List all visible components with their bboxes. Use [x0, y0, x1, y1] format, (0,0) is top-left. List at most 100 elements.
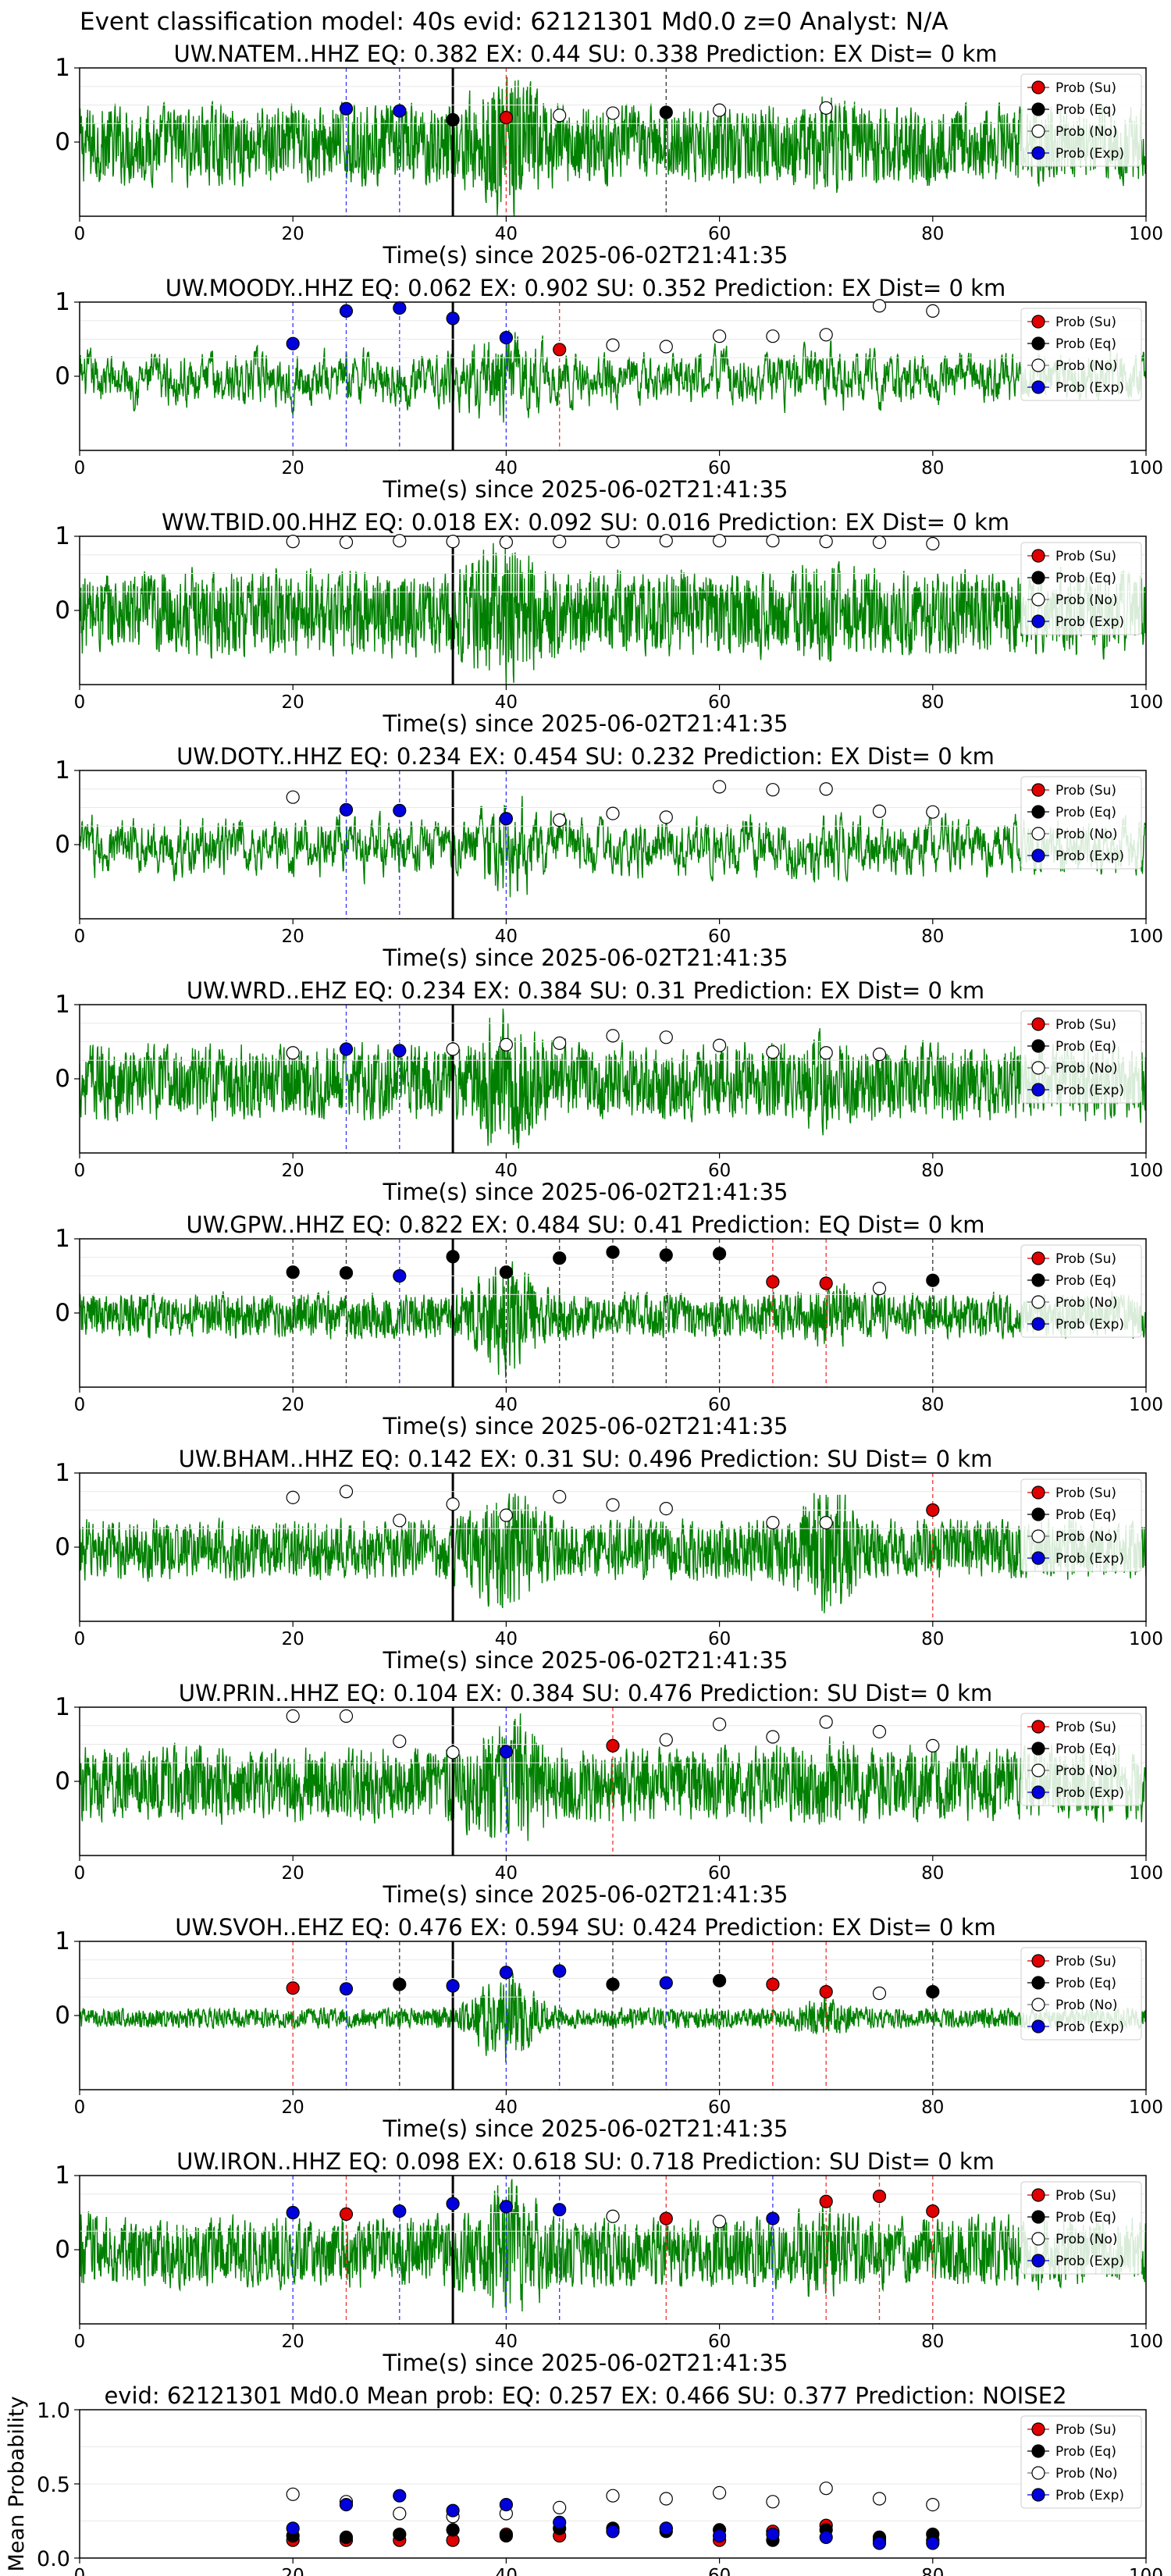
legend-marker-no: [1031, 1529, 1045, 1543]
prob-point-no: [712, 103, 727, 117]
legend-marker-eq: [1031, 336, 1045, 350]
prob-point-eq: [499, 1265, 514, 1279]
legend-marker-su: [1031, 1485, 1045, 1500]
prob-point-no: [499, 1037, 514, 1051]
legend-marker-exp: [1031, 2019, 1045, 2033]
legend-label: Prob (Eq): [1055, 1507, 1116, 1523]
prob-point-no: [819, 1516, 833, 1530]
legend-label: Prob (Exp): [1055, 2254, 1124, 2269]
legend-marker-eq: [1031, 2210, 1045, 2224]
x-tick-label: 60: [708, 1161, 731, 1181]
legend-label: Prob (Eq): [1055, 571, 1116, 586]
prob-point-su: [606, 1738, 620, 1752]
legend-label: Prob (Exp): [1055, 849, 1124, 864]
legend-box: [1020, 308, 1142, 401]
y-tick-label: 1: [55, 288, 70, 316]
legend-label: Prob (Eq): [1055, 1742, 1116, 1757]
y-tick-label: 1: [55, 756, 70, 785]
x-axis-label: Time(s) since 2025-06-02T21:41:35: [383, 1179, 788, 1205]
prob-point-no: [659, 1030, 673, 1044]
figure-title: Event classification model: 40s evid: 62…: [80, 8, 949, 36]
y-tick-label: 0.0: [37, 2547, 70, 2571]
prob-point-exp: [339, 1982, 354, 1996]
legend-label: Prob (Su): [1055, 549, 1116, 564]
legend-box: [1020, 1010, 1142, 1104]
x-tick-label: 40: [495, 1863, 518, 1884]
legend-marker-eq: [1031, 1273, 1045, 1287]
waveform-line: [80, 795, 1146, 898]
panel-6: UW.BHAM..HHZ EQ: 0.142 EX: 0.31 SU: 0.49…: [55, 1446, 1163, 1674]
legend-marker-no: [1031, 592, 1045, 607]
x-axis-label: Time(s) since 2025-06-02T21:41:35: [383, 2350, 788, 2376]
y-axis-label: Mean Probability: [5, 2396, 29, 2572]
prob-point-no: [499, 1508, 514, 1522]
prob-point-no: [926, 805, 940, 819]
prob-point-no: [393, 1735, 407, 1749]
mean-point-exp: [872, 2536, 887, 2550]
legend-label: Prob (Exp): [1055, 614, 1124, 630]
y-tick-label: 0: [55, 128, 70, 156]
prob-point-no: [712, 780, 727, 794]
prob-point-su: [819, 2194, 833, 2208]
prob-point-exp: [553, 1964, 567, 1978]
prob-point-no: [766, 1045, 780, 1059]
mean-point-exp: [659, 2521, 673, 2535]
legend-label: Prob (No): [1055, 1529, 1118, 1545]
x-tick-label: 100: [1129, 1863, 1163, 1884]
x-axis-label: Time(s) since 2025-06-02T21:41:35: [383, 710, 788, 737]
prob-point-no: [286, 1046, 300, 1060]
prob-point-no: [926, 1738, 940, 1752]
waveform-line: [80, 2179, 1146, 2312]
legend-box: [1020, 2415, 1142, 2509]
waveform-line: [80, 543, 1146, 685]
prob-point-exp: [446, 311, 460, 326]
waveform-line: [80, 329, 1146, 423]
mean-point-exp: [553, 2515, 567, 2529]
x-tick-label: 40: [495, 2097, 518, 2118]
prob-point-no: [659, 1733, 673, 1747]
prob-point-no: [553, 813, 567, 827]
x-axis-label: Time(s) since 2025-06-02T21:41:35: [383, 1881, 788, 1908]
prob-point-eq: [659, 105, 673, 119]
legend-marker-exp: [1031, 614, 1045, 628]
prob-point-no: [766, 534, 780, 548]
prob-point-no: [872, 1724, 887, 1738]
x-tick-label: 0: [74, 458, 86, 479]
x-tick-label: 0: [74, 224, 86, 244]
legend-label: Prob (No): [1055, 827, 1118, 842]
legend-marker-exp: [1031, 380, 1045, 394]
x-axis-label: Time(s) since 2025-06-02T21:41:35: [383, 476, 788, 503]
legend-marker-eq: [1031, 571, 1045, 585]
panel-2: WW.TBID.00.HHZ EQ: 0.018 EX: 0.092 SU: 0…: [55, 509, 1163, 737]
panel-title: UW.DOTY..HHZ EQ: 0.234 EX: 0.454 SU: 0.2…: [176, 743, 995, 770]
x-tick-label: 20: [282, 927, 304, 947]
legend-label: Prob (Su): [1055, 315, 1116, 330]
x-tick-label: 60: [708, 1863, 731, 1884]
mean-point-no: [926, 2498, 940, 2512]
x-tick-label: 40: [495, 1395, 518, 1415]
legend-marker-su: [1031, 1720, 1045, 1734]
prob-point-su: [819, 1276, 833, 1290]
panel-title: UW.IRON..HHZ EQ: 0.098 EX: 0.618 SU: 0.7…: [176, 2148, 995, 2175]
panel-title: UW.PRIN..HHZ EQ: 0.104 EX: 0.384 SU: 0.4…: [179, 1680, 992, 1706]
prob-point-no: [606, 2209, 620, 2223]
panel-title: UW.BHAM..HHZ EQ: 0.142 EX: 0.31 SU: 0.49…: [179, 1446, 993, 1472]
prob-point-exp: [393, 1044, 407, 1058]
x-tick-label: 60: [708, 2566, 731, 2576]
legend-label: Prob (Eq): [1055, 1273, 1116, 1289]
prob-point-exp: [659, 1976, 673, 1990]
mean-point-no: [606, 2489, 620, 2503]
prob-point-no: [446, 1042, 460, 1056]
x-tick-label: 60: [708, 2332, 731, 2352]
legend-label: Prob (Exp): [1055, 1083, 1124, 1098]
prob-point-exp: [446, 2197, 460, 2211]
mean-point-no: [286, 2487, 300, 2501]
x-tick-label: 20: [282, 2566, 304, 2576]
prob-point-eq: [712, 1247, 727, 1261]
y-tick-label: 1: [55, 2161, 70, 2190]
prob-point-eq: [712, 1973, 727, 1987]
x-tick-label: 60: [708, 224, 731, 244]
mean-point-exp: [819, 2530, 833, 2544]
prob-point-exp: [499, 2200, 514, 2214]
x-tick-label: 80: [921, 1395, 944, 1415]
